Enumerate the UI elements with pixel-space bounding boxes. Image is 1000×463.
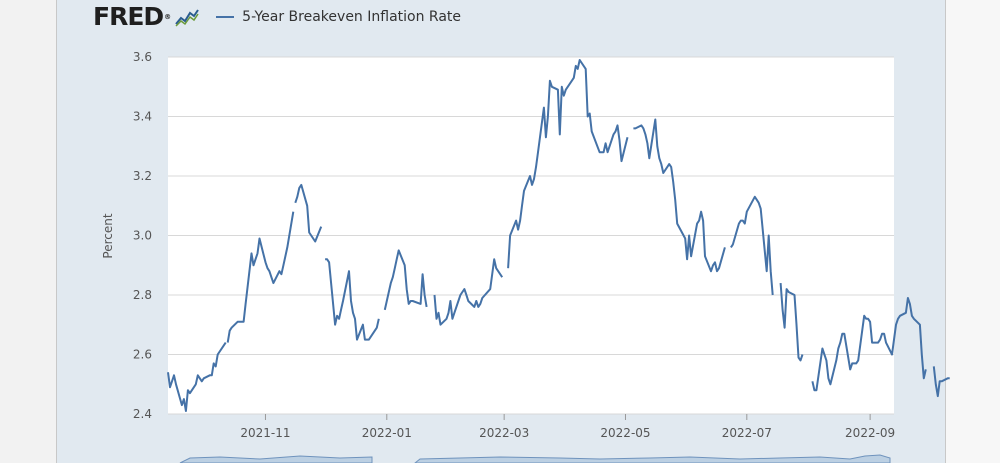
y-tick-label: 3.0	[133, 229, 152, 243]
series-line-segment[interactable]	[167, 342, 227, 412]
registered-mark: ®	[164, 13, 171, 21]
y-tick-label: 2.6	[133, 348, 152, 362]
series-lines	[167, 59, 950, 412]
x-tick-label: 2022-01	[362, 426, 412, 440]
x-tick-label: 2021-11	[240, 426, 290, 440]
series-line-segment[interactable]	[633, 118, 726, 273]
series-line-segment[interactable]	[779, 283, 804, 362]
x-tick-label: 2022-07	[722, 426, 772, 440]
x-tick-label: 2022-09	[845, 426, 895, 440]
series-line-segment[interactable]	[383, 249, 428, 311]
series-line-segment[interactable]	[325, 258, 380, 341]
y-tick-label: 3.6	[133, 50, 152, 64]
y-axis-title: Percent	[101, 213, 115, 258]
x-tick-label: 2022-03	[479, 426, 529, 440]
range-navigator-preview	[179, 454, 891, 463]
series-line-segment[interactable]	[507, 59, 629, 269]
series-line-segment[interactable]	[932, 366, 950, 398]
x-tick-label: 2022-05	[600, 426, 650, 440]
left-window-edge	[0, 0, 57, 463]
y-tick-label: 3.2	[133, 169, 152, 183]
y-tick-label: 2.4	[133, 407, 152, 421]
fred-graph-icon	[174, 6, 201, 28]
y-tick-label: 2.8	[133, 288, 152, 302]
x-axis-ticks: 2021-11 2022-01 2022-03 2022-05 2022-07 2022-…	[240, 414, 895, 440]
legend-line-swatch	[216, 16, 235, 18]
y-tick-label: 3.4	[133, 110, 152, 124]
series-line-segment[interactable]	[294, 183, 323, 243]
series-line-segment[interactable]	[730, 195, 774, 296]
series-line-segment[interactable]	[433, 258, 504, 326]
fred-logo-text: FRED	[93, 2, 164, 31]
series-line-segment[interactable]	[811, 297, 927, 392]
fred-logo[interactable]: FRED®	[93, 2, 171, 32]
series-line-segment[interactable]	[226, 211, 295, 343]
legend-series-label: 5-Year Breakeven Inflation Rate	[242, 9, 462, 25]
right-window-edge	[945, 0, 1000, 463]
y-axis-ticks: 2.4 2.6 2.8 3.0 3.2 3.4 3.6	[133, 50, 152, 421]
chart-header: FRED® 5-Year Breakeven Inflation Rate	[93, 2, 461, 32]
